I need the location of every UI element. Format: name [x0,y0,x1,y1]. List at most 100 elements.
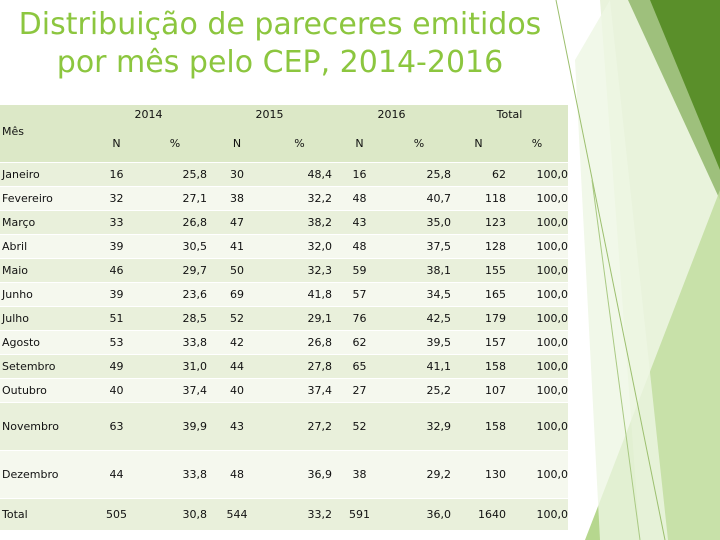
header-year-2014: 2014 [90,105,207,124]
cell-pct-2015: 48,4 [267,162,332,187]
cell-pct-total: 100,0 [506,282,569,307]
cell-pct-2015: 27,2 [267,402,332,451]
cell-pct-total: 100,0 [506,378,569,403]
cell-pct-2015: 29,1 [267,306,332,331]
cell-pct-2015: 32,2 [267,186,332,211]
cell-month: Setembro [0,354,90,379]
cell-pct-2014: 29,7 [143,258,207,283]
cell-n-total: 158 [451,402,506,451]
cell-n-total: 179 [451,306,506,331]
table-row: Maio 46 29,7 50 32,3 59 38,1 155 100,0 [0,258,569,283]
cell-n-2016: 62 [332,330,387,355]
cell-n-total: 62 [451,162,506,187]
table-row: Julho 51 28,5 52 29,1 76 42,5 179 100,0 [0,306,569,331]
cell-pct-2016: 36,0 [387,498,451,530]
cell-pct-total: 100,0 [506,162,569,187]
cell-n-2014: 53 [90,330,143,355]
cell-n-total: 1640 [451,498,506,530]
cell-n-total: 118 [451,186,506,211]
cell-pct-2014: 39,9 [143,402,207,451]
cell-pct-2016: 38,1 [387,258,451,283]
cell-n-2016: 48 [332,186,387,211]
decor-line-2 [591,179,641,540]
cell-pct-2015: 38,2 [267,210,332,235]
cell-n-2016: 43 [332,210,387,235]
cell-n-2014: 39 [90,234,143,259]
table-row: Fevereiro 32 27,1 38 32,2 48 40,7 118 100,0 [0,186,569,211]
cell-pct-total: 100,0 [506,330,569,355]
cell-pct-total: 100,0 [506,186,569,211]
cell-n-2014: 32 [90,186,143,211]
cell-n-2015: 40 [207,378,267,403]
table-row: Junho 39 23,6 69 41,8 57 34,5 165 100,0 [0,282,569,307]
cell-n-2014: 51 [90,306,143,331]
cell-month: Dezembro [0,450,90,499]
cell-pct-2015: 27,8 [267,354,332,379]
cell-pct-2016: 42,5 [387,306,451,331]
header-year-2016: 2016 [332,105,451,124]
cell-pct-2015: 32,3 [267,258,332,283]
cell-n-total: 165 [451,282,506,307]
cell-n-2014: 63 [90,402,143,451]
cell-pct-2016: 41,1 [387,354,451,379]
cell-pct-total: 100,0 [506,258,569,283]
cell-n-2014: 44 [90,450,143,499]
cell-month: Janeiro [0,162,90,187]
cell-n-2014: 505 [90,498,143,530]
cell-pct-total: 100,0 [506,306,569,331]
cell-n-total: 123 [451,210,506,235]
cell-month: Total [0,498,90,530]
cell-pct-2016: 35,0 [387,210,451,235]
cell-n-2014: 49 [90,354,143,379]
cell-pct-2014: 25,8 [143,162,207,187]
header-month: Mês [0,105,90,163]
cell-month: Outubro [0,378,90,403]
cell-pct-2016: 39,5 [387,330,451,355]
cell-n-2016: 38 [332,450,387,499]
cell-pct-2016: 40,7 [387,186,451,211]
cell-n-total: 155 [451,258,506,283]
cell-n-2014: 16 [90,162,143,187]
cell-pct-2014: 33,8 [143,450,207,499]
cell-pct-2014: 30,8 [143,498,207,530]
cell-month: Junho [0,282,90,307]
cell-n-2016: 591 [332,498,387,530]
cell-pct-2015: 37,4 [267,378,332,403]
cell-n-2015: 38 [207,186,267,211]
cell-n-total: 158 [451,354,506,379]
header-year-2015: 2015 [207,105,332,124]
title-line-2: por mês pelo CEP, 2014-2016 [56,45,504,80]
cell-pct-2016: 29,2 [387,450,451,499]
cell-month: Novembro [0,402,90,451]
cell-n-2014: 33 [90,210,143,235]
header-pct: % [506,124,569,163]
cell-n-2016: 52 [332,402,387,451]
cell-n-2015: 44 [207,354,267,379]
header-pct: % [267,124,332,163]
cell-pct-total: 100,0 [506,402,569,451]
header-year-total: Total [451,105,569,124]
cell-month: Março [0,210,90,235]
cell-n-2016: 57 [332,282,387,307]
cell-n-2015: 52 [207,306,267,331]
table-row: Novembro 63 39,9 43 27,2 52 32,9 158 100,0 [0,402,569,451]
cell-pct-2014: 27,1 [143,186,207,211]
cell-n-2016: 48 [332,234,387,259]
cell-pct-2014: 30,5 [143,234,207,259]
cell-n-total: 130 [451,450,506,499]
cell-n-2016: 27 [332,378,387,403]
cell-n-2015: 47 [207,210,267,235]
table-row: Agosto 53 33,8 42 26,8 62 39,5 157 100,0 [0,330,569,355]
decor-line-1 [555,0,666,540]
cell-n-2016: 16 [332,162,387,187]
cell-n-2015: 42 [207,330,267,355]
cell-month: Julho [0,306,90,331]
header-sub-row: N % N % N % N % [0,124,569,163]
cell-pct-2015: 36,9 [267,450,332,499]
cell-n-2016: 65 [332,354,387,379]
table-row: Dezembro 44 33,8 48 36,9 38 29,2 130 100,0 [0,450,569,499]
header-pct: % [143,124,207,163]
cell-n-total: 128 [451,234,506,259]
cell-pct-total: 100,0 [506,498,569,530]
